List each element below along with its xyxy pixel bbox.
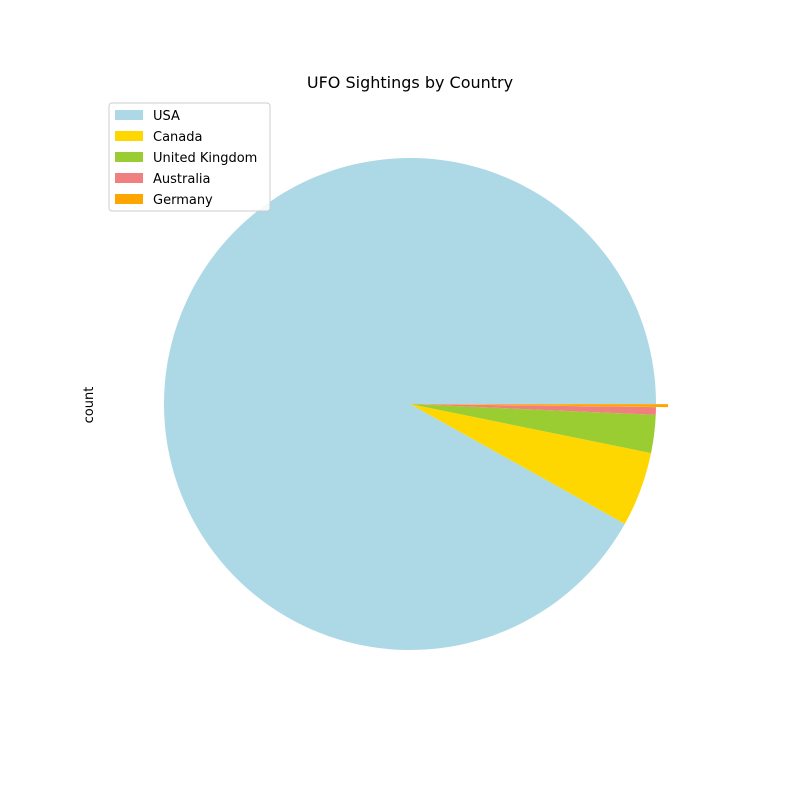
legend-swatch-canada — [115, 131, 143, 141]
legend-label-australia: Australia — [153, 172, 211, 187]
legend-swatch-germany — [115, 194, 143, 204]
legend-item-united-kingdom: United Kingdom — [115, 151, 257, 166]
legend-item-germany: Germany — [115, 193, 213, 208]
y-axis-label: count — [82, 387, 97, 424]
pie-slice-united-kingdom — [410, 404, 656, 454]
legend: USA Canada United Kingdom Australia Germany — [108, 102, 271, 212]
legend-swatch-usa — [115, 110, 143, 120]
legend-item-canada: Canada — [115, 130, 202, 145]
legend-label-germany: Germany — [153, 193, 213, 208]
legend-label-united-kingdom: United Kingdom — [153, 151, 257, 166]
legend-item-usa: USA — [115, 109, 180, 124]
legend-label-usa: USA — [153, 109, 180, 124]
chart-title: UFO Sightings by Country — [307, 73, 513, 92]
pie-slices — [163, 158, 668, 651]
pie-slice-australia — [410, 404, 656, 415]
pie-slice-germany — [421, 404, 668, 408]
pie-slice-usa — [163, 158, 656, 651]
legend-swatch-united-kingdom — [115, 152, 143, 162]
legend-frame — [108, 102, 271, 212]
legend-items: USA Canada United Kingdom Australia Germany — [115, 109, 257, 208]
legend-label-canada: Canada — [153, 130, 202, 145]
legend-swatch-australia — [115, 173, 143, 183]
legend-item-australia: Australia — [115, 172, 211, 187]
pie-slice-canada — [410, 404, 652, 524]
